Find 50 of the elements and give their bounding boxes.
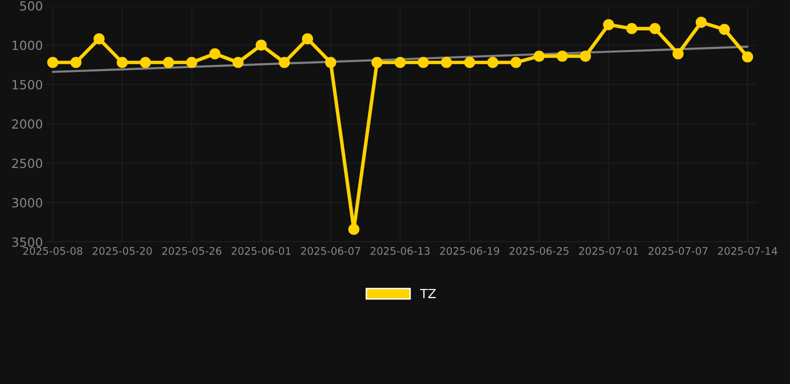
- point: [325, 56, 336, 68]
- x-tick-label: 2025-06-01: [232, 246, 291, 255]
- point: [742, 51, 754, 62]
- y-tick-label: 2000: [12, 119, 42, 129]
- point: [186, 56, 198, 68]
- y-tick-label: 1000: [12, 40, 42, 50]
- point: [394, 56, 406, 68]
- x-tick-label: 2025-06-13: [370, 246, 430, 255]
- legend-label: TZ: [420, 288, 436, 298]
- x-tick-label: 2025-06-19: [440, 246, 500, 255]
- point: [649, 23, 660, 34]
- point: [209, 48, 220, 60]
- point: [556, 50, 568, 62]
- point: [348, 224, 360, 235]
- y-tick-label: 1500: [12, 80, 42, 90]
- point: [672, 48, 684, 60]
- point: [232, 56, 244, 68]
- point: [163, 56, 174, 68]
- x-tick-label: 2025-05-20: [92, 246, 152, 255]
- point: [278, 56, 290, 68]
- point: [70, 56, 82, 68]
- point: [140, 56, 151, 68]
- y-tick-label: 3500: [12, 237, 42, 247]
- x-tick-label: 2025-05-26: [162, 246, 222, 255]
- point: [47, 56, 58, 68]
- y-tick-label: 500: [20, 1, 42, 11]
- point: [116, 56, 128, 68]
- point: [718, 24, 730, 35]
- y-tick-label: 2500: [12, 158, 42, 168]
- point: [418, 56, 429, 68]
- point: [256, 40, 267, 51]
- x-tick-label: 2025-07-14: [718, 246, 778, 255]
- point: [696, 16, 707, 28]
- x-tick-label: 2025-07-07: [648, 246, 708, 255]
- point: [94, 33, 105, 44]
- point: [534, 50, 545, 62]
- x-tick-label: 2025-06-25: [510, 246, 568, 255]
- point: [580, 50, 591, 62]
- point: [440, 56, 452, 68]
- x-tick-label: 2025-07-01: [579, 246, 638, 255]
- x-tick-label: 2025-05-08: [23, 246, 82, 255]
- point: [464, 56, 476, 68]
- point: [603, 19, 614, 30]
- y-tick-label: 3000: [12, 198, 42, 208]
- point: [626, 23, 638, 34]
- x-tick-label: 2025-06-07: [301, 246, 360, 255]
- point: [487, 56, 498, 68]
- point: [371, 56, 383, 68]
- point: [510, 56, 522, 68]
- point: [302, 33, 314, 44]
